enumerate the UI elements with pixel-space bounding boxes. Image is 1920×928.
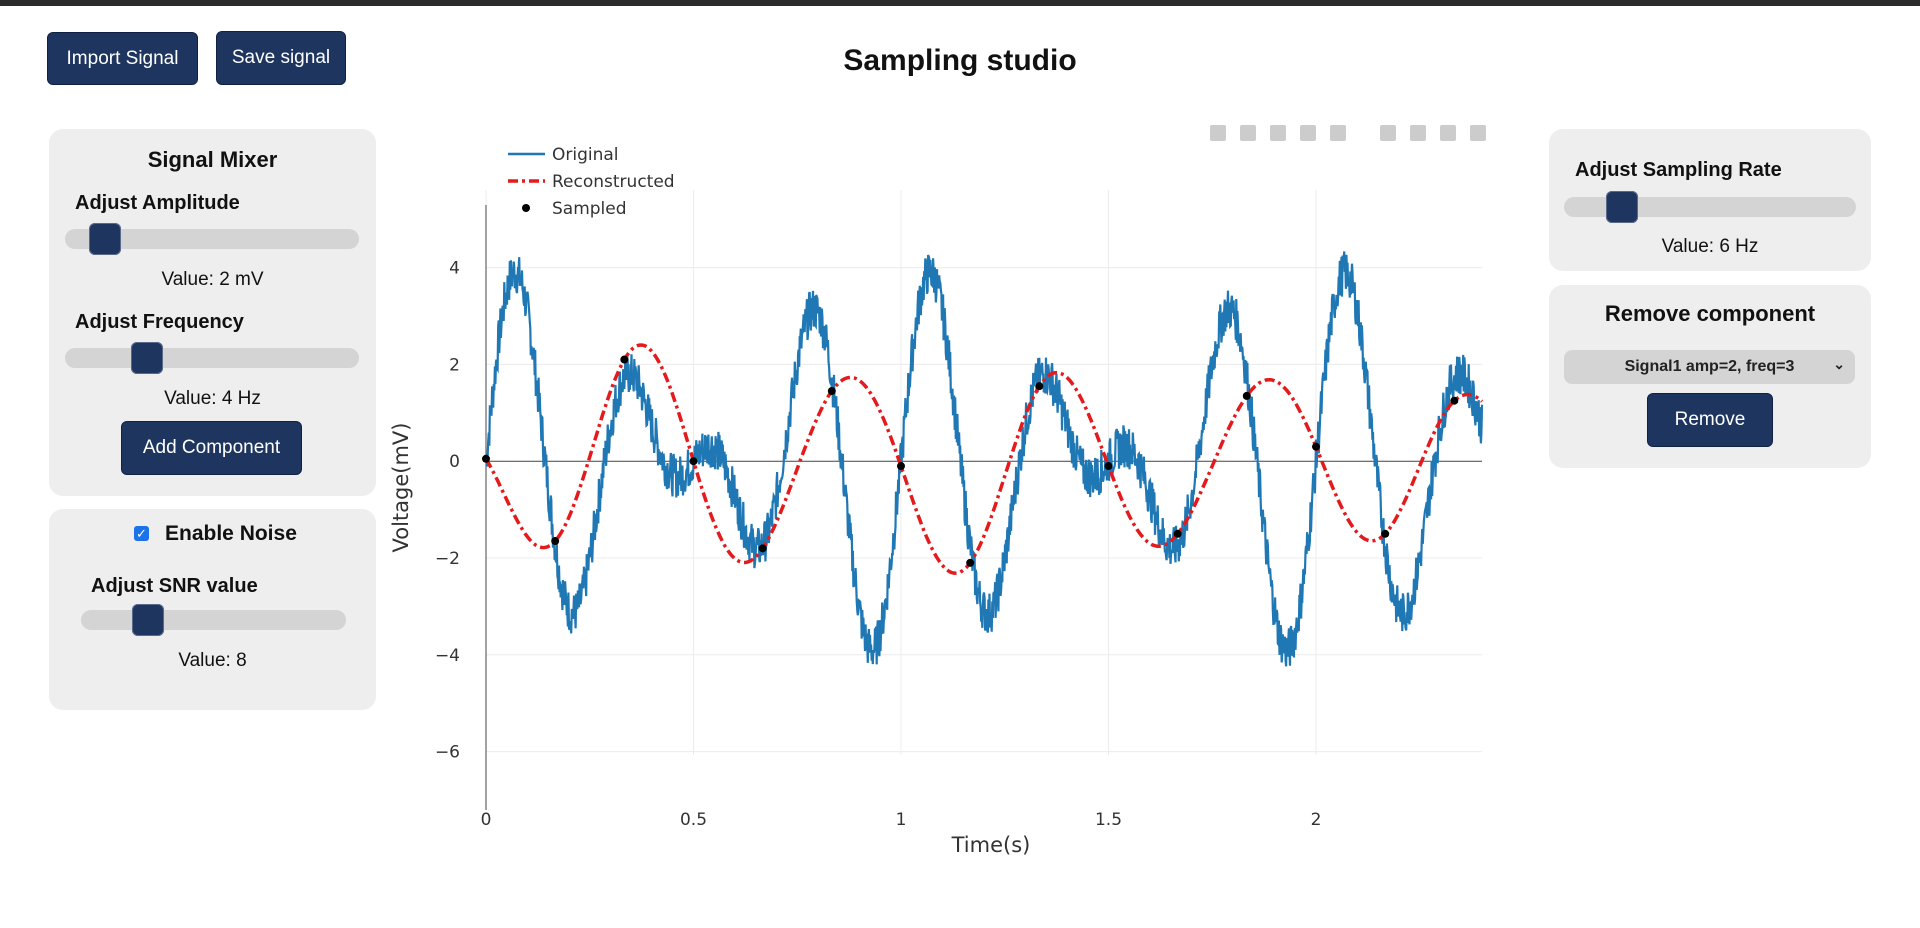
amplitude-slider-thumb[interactable] [89, 223, 121, 255]
frequency-value: Value: 4 Hz [164, 388, 261, 409]
frequency-slider[interactable] [65, 342, 359, 374]
snr-slider[interactable] [81, 604, 346, 636]
lasso-icon[interactable] [1330, 125, 1346, 141]
sampling-rate-value: Value: 6 Hz [1661, 236, 1759, 257]
noise-panel: ✓ Enable Noise Adjust SNR value Value: 8 [49, 509, 376, 710]
y-axis-title: Voltage(mV) [389, 423, 413, 553]
snr-slider-thumb[interactable] [132, 604, 164, 636]
original-signal-line [484, 251, 1484, 667]
zoom-in-icon-shape [1380, 125, 1396, 141]
snr-value: Value: 8 [178, 650, 247, 671]
sampling-rate-label: Adjust Sampling Rate [1575, 159, 1782, 181]
sampled-point [1173, 529, 1182, 538]
amplitude-slider[interactable] [65, 223, 359, 255]
sampled-point [758, 544, 767, 553]
box-select-icon[interactable] [1300, 125, 1316, 141]
sampled-point [966, 558, 975, 567]
zoom-out-icon[interactable] [1410, 125, 1426, 141]
zoom-in-icon[interactable] [1380, 125, 1396, 141]
sampled-point [1242, 391, 1251, 400]
legend-original-label: Original [552, 145, 619, 165]
signal-mixer-panel: Signal Mixer Adjust Amplitude Value: 2 m… [49, 129, 376, 496]
sampled-point [620, 355, 629, 364]
reset-axes-icon-shape [1470, 125, 1486, 141]
sampling-rate-panel: Adjust Sampling Rate Value: 6 Hz [1549, 129, 1871, 271]
autoscale-icon[interactable] [1440, 125, 1456, 141]
y-tick-label: 2 [449, 355, 460, 375]
chart-series [482, 251, 1484, 667]
sampled-point [551, 537, 560, 546]
sampling-rate-slider-thumb[interactable] [1606, 191, 1638, 223]
zoom-icon[interactable] [1240, 125, 1256, 141]
y-tick-label: 0 [449, 452, 460, 472]
sampled-point [689, 457, 698, 466]
lasso-icon-shape [1330, 125, 1346, 141]
amplitude-value: Value: 2 mV [161, 269, 264, 290]
camera-icon-shape [1210, 125, 1226, 141]
pan-icon[interactable] [1270, 125, 1286, 141]
window-top-bar [0, 0, 1920, 6]
page-title: Sampling studio [843, 44, 1077, 77]
y-tick-label: −4 [435, 646, 460, 666]
sampling-rate-slider[interactable] [1564, 191, 1856, 223]
camera-icon[interactable] [1210, 125, 1226, 141]
zoom-icon-shape [1240, 125, 1256, 141]
signal-mixer-title: Signal Mixer [147, 147, 278, 172]
remove-component-panel: Remove component Signal1 amp=2, freq=3 ⌄… [1549, 285, 1871, 468]
remove-button[interactable]: Remove [1647, 393, 1773, 447]
sampled-point [1104, 462, 1113, 471]
frequency-label: Adjust Frequency [75, 311, 244, 333]
enable-noise-checkbox[interactable]: ✓ [134, 526, 149, 541]
legend-sampled-swatch [522, 204, 530, 212]
sampled-point [1035, 382, 1044, 391]
reset-axes-icon[interactable] [1470, 125, 1486, 141]
enable-noise-label: Enable Noise [165, 522, 297, 545]
component-select[interactable]: Signal1 amp=2, freq=3 ⌄ [1564, 350, 1855, 384]
y-tick-label: 4 [449, 259, 460, 279]
save-signal-button[interactable]: Save signal [216, 31, 346, 85]
component-select-value: Signal1 amp=2, freq=3 [1624, 358, 1795, 375]
x-tick-label: 0 [481, 810, 492, 830]
chart-axes: 0 0.5 1 1.5 2 −6 −4 −2 0 2 4 Time(s) Voltage(mV) [389, 205, 1321, 857]
x-axis-title: Time(s) [951, 833, 1031, 857]
amplitude-label: Adjust Amplitude [75, 192, 240, 214]
x-tick-label: 1 [896, 810, 907, 830]
sampled-point [1312, 442, 1320, 451]
y-tick-label: −6 [435, 743, 460, 763]
legend-sampled-label: Sampled [552, 199, 627, 219]
signal-chart: 0 0.5 1 1.5 2 −6 −4 −2 0 2 4 Time(s) Voltage(mV) Ori… [389, 125, 1486, 857]
autoscale-icon-shape [1440, 125, 1456, 141]
sampled-point [1381, 529, 1390, 538]
sampled-point [897, 462, 905, 471]
frequency-slider-thumb[interactable] [131, 342, 163, 374]
sampled-point [827, 387, 836, 396]
legend-reconstructed-label: Reconstructed [552, 172, 675, 192]
y-tick-label: −2 [435, 549, 460, 569]
x-tick-label: 1.5 [1095, 810, 1122, 830]
chart-modebar [1210, 125, 1486, 141]
chevron-down-icon: ⌄ [1833, 356, 1845, 372]
snr-label: Adjust SNR value [91, 575, 258, 597]
box-select-icon-shape [1300, 125, 1316, 141]
add-component-button[interactable]: Add Component [121, 421, 302, 475]
sampled-point [482, 454, 490, 463]
x-tick-label: 0.5 [680, 810, 707, 830]
import-signal-button[interactable]: Import Signal [47, 32, 198, 85]
remove-component-title: Remove component [1604, 301, 1816, 326]
sampled-point [1450, 396, 1459, 405]
x-tick-label: 2 [1311, 810, 1322, 830]
pan-icon-shape [1270, 125, 1286, 141]
chart-grid [485, 190, 1482, 755]
zoom-out-icon-shape [1410, 125, 1426, 141]
chart-legend[interactable]: Original Reconstructed Sampled [508, 145, 675, 219]
